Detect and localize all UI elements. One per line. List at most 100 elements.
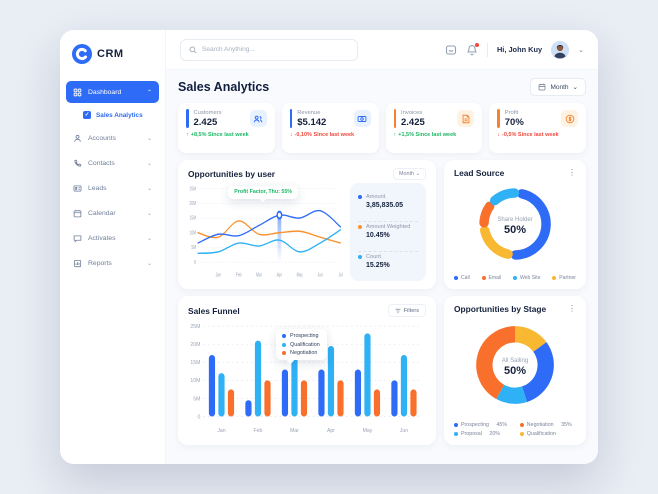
accent-bar bbox=[289, 109, 293, 128]
sidebar-item-label: Activates bbox=[88, 234, 116, 242]
card-title: Lead Source bbox=[454, 168, 505, 178]
notification-badge bbox=[474, 42, 479, 47]
sidebar-item-calendar[interactable]: Calendar ⌄ bbox=[66, 202, 159, 224]
sidebar-item-dashboard[interactable]: Dashboard ⌃ bbox=[66, 81, 159, 103]
legend-dot bbox=[358, 254, 362, 259]
donut-chart bbox=[476, 326, 554, 404]
sidebar-item-sales-analytics[interactable]: ✓ Sales Analytics bbox=[66, 106, 159, 124]
chat-icon bbox=[73, 234, 82, 243]
svg-text:Feb: Feb bbox=[236, 272, 242, 278]
kebab-menu-icon[interactable]: ⋮ bbox=[568, 304, 576, 313]
donut-chart bbox=[479, 188, 551, 260]
stat-label: Invoices bbox=[401, 109, 423, 116]
checkbox-checked-icon[interactable]: ✓ bbox=[83, 111, 91, 119]
svg-text:0: 0 bbox=[198, 414, 201, 420]
sidebar-item-reports[interactable]: Reports ⌄ bbox=[66, 252, 159, 274]
svg-text:Mar: Mar bbox=[290, 428, 299, 434]
card-title: Opportunities by user bbox=[188, 169, 276, 179]
main-area: Hi, John Kuy ⌄ Sales Analytics bbox=[166, 30, 598, 464]
bar-chart: 25M 20M 15M 10M 5M 0 Jan Feb Mar Apr May Jun bbox=[190, 324, 423, 434]
legend-dot bbox=[519, 423, 524, 427]
stat-delta: ↑ +8,5% Since last week bbox=[186, 132, 249, 138]
charts-row-2: Sales Funnel Filters 25M 20M 15M 10M 5M 0 Jan F… bbox=[178, 296, 586, 445]
svg-text:25M: 25M bbox=[190, 324, 200, 330]
accent-bar bbox=[393, 109, 396, 128]
chevron-down-icon[interactable]: ⌄ bbox=[578, 46, 584, 54]
messages-icon[interactable] bbox=[445, 44, 457, 56]
svg-text:10M: 10M bbox=[190, 378, 200, 384]
stat-card-invoices[interactable]: Invoices 2.425 ↑ +1,5% Since last week bbox=[385, 103, 483, 153]
content: Sales Analytics Month ⌄ Customers bbox=[166, 70, 598, 464]
period-dropdown[interactable]: Month ⌄ bbox=[530, 78, 586, 96]
stage-donut: All Sailing 50% bbox=[454, 317, 576, 418]
notifications-bell-icon[interactable] bbox=[466, 42, 479, 56]
stat-delta: ↑ +1,5% Since last week bbox=[393, 132, 457, 138]
lead-source-legend: Call Email Web Site Partner bbox=[454, 275, 576, 281]
stat-delta: ↓ -0,10% Since last week bbox=[289, 132, 355, 138]
legend-dot bbox=[282, 334, 287, 339]
opportunities-by-stage-card: Opportunities by Stage ⋮ All Sailing 50% bbox=[444, 296, 586, 445]
sidebar-item-activates[interactable]: Activates ⌄ bbox=[66, 227, 159, 249]
charts-row-1: Opportunities by user Month ⌄ 25M 20M 15M 1… bbox=[178, 160, 586, 289]
donut-center-value: 50% bbox=[503, 365, 527, 377]
chevron-down-icon: ⌄ bbox=[146, 135, 152, 142]
sidebar-item-label: Reports bbox=[88, 259, 112, 267]
svg-text:Jan: Jan bbox=[216, 272, 222, 278]
bar-chart-legend-tooltip: Prospecting Qualification Negotiation bbox=[276, 329, 327, 361]
profit-dollar-icon bbox=[561, 110, 578, 127]
svg-text:Jan: Jan bbox=[217, 428, 225, 434]
stat-value: 2.425 bbox=[401, 116, 425, 128]
chevron-down-icon: ⌄ bbox=[146, 160, 152, 167]
svg-text:5M: 5M bbox=[191, 244, 196, 250]
sidebar-item-contacts[interactable]: Contacts ⌄ bbox=[66, 152, 159, 174]
stat-label: Customers bbox=[193, 109, 222, 116]
search-input[interactable] bbox=[202, 46, 349, 53]
sidebar-item-leads[interactable]: Leads ⌄ bbox=[66, 177, 159, 199]
svg-text:Jul: Jul bbox=[338, 272, 342, 278]
search-box[interactable] bbox=[180, 38, 358, 61]
svg-text:10M: 10M bbox=[190, 230, 197, 236]
svg-text:5M: 5M bbox=[193, 396, 200, 402]
sidebar-item-accounts[interactable]: Accounts ⌄ bbox=[66, 127, 159, 149]
legend-dot bbox=[358, 224, 362, 229]
sidebar-item-label: Leads bbox=[88, 184, 107, 192]
chevron-down-icon: ⌄ bbox=[146, 210, 152, 217]
legend-dot bbox=[519, 432, 524, 436]
phone-icon bbox=[74, 159, 82, 167]
stat-value: 2.425 bbox=[193, 116, 218, 128]
svg-text:Feb: Feb bbox=[254, 428, 263, 434]
filter-icon bbox=[395, 308, 401, 313]
donut-center-label: Share Holder bbox=[497, 217, 533, 223]
svg-text:Jun: Jun bbox=[400, 428, 408, 434]
donut-center-label: All Sailing bbox=[501, 358, 529, 364]
sidebar: CRM Dashboard ⌃ ✓ Sales Analytics Accoun… bbox=[60, 30, 166, 464]
svg-text:20M: 20M bbox=[190, 342, 200, 348]
stat-card-customers[interactable]: Customers 2.425 ↑ +8,5% Since last week bbox=[178, 103, 275, 153]
search-icon bbox=[189, 45, 197, 54]
chevron-down-icon: ⌄ bbox=[146, 235, 152, 242]
kebab-menu-icon[interactable]: ⋮ bbox=[568, 168, 576, 177]
stat-card-profit[interactable]: Profit 70% ↓ -0,5% Since last week bbox=[489, 103, 586, 153]
donut-center-value: 50% bbox=[503, 224, 527, 236]
svg-text:15M: 15M bbox=[190, 215, 197, 221]
svg-text:May: May bbox=[363, 428, 373, 434]
topbar: Hi, John Kuy ⌄ bbox=[166, 30, 598, 70]
stat-card-revenue[interactable]: Revenue $5.142 ↓ -0,10% Since last week bbox=[281, 103, 379, 153]
accent-bar bbox=[186, 109, 189, 128]
card-title: Opportunities by Stage bbox=[454, 304, 547, 314]
chevron-down-icon: ⌄ bbox=[146, 185, 152, 192]
stat-value: 70% bbox=[504, 116, 524, 128]
legend-entry-amount-weighted: Amount Weighted 10.45% bbox=[358, 220, 418, 242]
avatar[interactable] bbox=[551, 40, 570, 59]
filters-button[interactable]: Filters bbox=[387, 304, 426, 317]
legend-dot bbox=[512, 276, 517, 280]
sidebar-item-label: Dashboard bbox=[88, 88, 122, 96]
bar-chart-plot: 25M 20M 15M 10M 5M 0 Jan Feb Mar Apr May Jun Prospe… bbox=[188, 320, 426, 437]
svg-text:Mar: Mar bbox=[256, 272, 262, 278]
sub-item-label: Sales Analytics bbox=[96, 111, 143, 119]
chart-period-dropdown[interactable]: Month ⌄ bbox=[393, 168, 426, 180]
sidebar-item-label: Calendar bbox=[88, 209, 116, 217]
svg-text:Jun: Jun bbox=[317, 272, 323, 278]
stat-delta: ↓ -0,5% Since last week bbox=[497, 132, 559, 138]
legend-dot bbox=[454, 432, 458, 436]
